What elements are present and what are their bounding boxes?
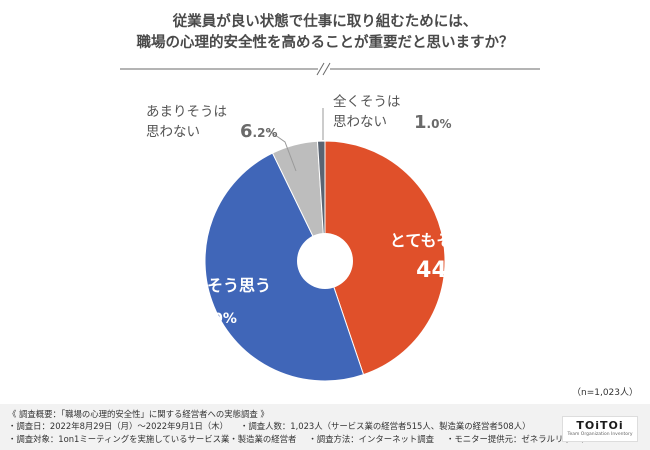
chart-title: 従業員が良い状態で仕事に取り組むためには、 職場の心理的安全性を高めることが重要… bbox=[0, 12, 650, 54]
donut-hole bbox=[297, 233, 353, 289]
title-underline bbox=[120, 62, 540, 76]
slice-value-3: 6.2% bbox=[240, 121, 277, 142]
slice-value-4: 1.0% bbox=[414, 112, 451, 133]
pie-chart: とてもそう思う 44.8% ある程度そう思う 48.0% あまりそうは思わない … bbox=[143, 93, 638, 398]
slice-value-1: 44.8% bbox=[416, 258, 476, 283]
footer-line-2: ・調査日：2022年8月29日（月）〜2022年9月1日（木） ・調査人数：1,0… bbox=[8, 420, 548, 432]
pie-slice-4 bbox=[316, 140, 326, 262]
footer-method: ・調査方法：インターネット調査 bbox=[308, 433, 434, 444]
leader-line-slice-3 bbox=[267, 129, 297, 172]
slice-label-1: とてもそう思う bbox=[390, 231, 500, 250]
footer-respondents: ・調査人数：1,023人（サービス業の経営者515人、製造業の経営者508人） bbox=[240, 421, 531, 432]
survey-footer: 《 調査概要：「職場の心理的安全性」に関する経営者への実態調査 》 ・調査日：2… bbox=[8, 408, 588, 445]
footer-provider: ・モニター提供元：ゼネラルリサーチ bbox=[445, 433, 589, 444]
toitoi-logo: TOiTOi Team Organization Inventory bbox=[562, 416, 638, 442]
sample-size-label: （n=1,023人） bbox=[572, 387, 638, 398]
title-line-1: 従業員が良い状態で仕事に取り組むためには、 bbox=[172, 14, 478, 30]
footer-survey-date: ・調査日：2022年8月29日（月）〜2022年9月1日（木） bbox=[8, 421, 229, 432]
slice-label-2: ある程度そう思う bbox=[143, 276, 271, 295]
footer-line-3: ・調査対象：1on1ミーティングを実施しているサービス業・製造業の経営者 ・調査方… bbox=[8, 433, 588, 445]
title-line-2: 職場の心理的安全性を高めることが重要だと思いますか？ bbox=[136, 35, 514, 51]
pie-slice-2 bbox=[204, 152, 365, 382]
footer-line-1: 《 調査概要：「職場の心理的安全性」に関する経営者への実態調査 》 bbox=[8, 409, 269, 419]
footer-target: ・調査対象：1on1ミーティングを実施しているサービス業・製造業の経営者 bbox=[8, 433, 297, 444]
chart-card: 従業員が良い状態で仕事に取り組むためには、 職場の心理的安全性を高めることが重要… bbox=[0, 0, 650, 404]
slice-label-3: あまりそうは思わない bbox=[146, 104, 227, 140]
slice-label-4: 全くそうは思わない bbox=[333, 93, 401, 130]
pie-slice-1 bbox=[324, 140, 446, 376]
slice-value-2: 48.0% bbox=[177, 304, 237, 329]
